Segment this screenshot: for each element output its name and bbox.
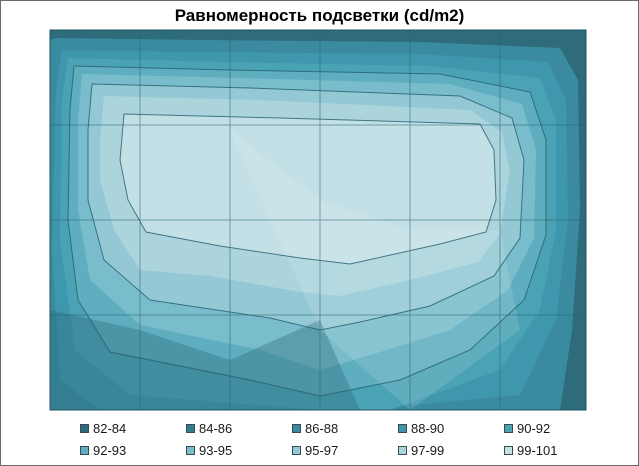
legend-label: 86-88 bbox=[305, 420, 339, 436]
legend-item: 82-84 bbox=[80, 419, 126, 437]
contour-lines bbox=[67, 65, 547, 397]
chart-title: Равномерность подсветки (cd/m2) bbox=[174, 6, 465, 25]
legend: 82-84 84-86 86-88 88-90 90-92 92-93 93-95 95-97… bbox=[80, 419, 620, 463]
legend-label: 92-93 bbox=[93, 442, 127, 458]
shade-facet-left bbox=[50, 310, 360, 410]
legend-item: 93-95 bbox=[186, 441, 232, 459]
legend-label: 82-84 bbox=[93, 420, 127, 436]
band-99-101 bbox=[120, 114, 496, 264]
legend-swatch bbox=[398, 445, 407, 455]
legend-label: 97-99 bbox=[411, 442, 445, 458]
legend-item: 84-86 bbox=[186, 419, 232, 437]
legend-swatch bbox=[504, 423, 513, 433]
legend-swatch bbox=[292, 445, 301, 455]
legend-label: 93-95 bbox=[199, 442, 233, 458]
legend-swatch bbox=[292, 423, 301, 433]
legend-swatch bbox=[80, 445, 89, 455]
legend-swatch bbox=[186, 423, 195, 433]
legend-label: 88-90 bbox=[411, 420, 445, 436]
shade-facet-right bbox=[230, 130, 520, 410]
legend-item: 99-101 bbox=[504, 441, 557, 459]
legend-swatch bbox=[80, 423, 89, 433]
legend-item: 86-88 bbox=[292, 419, 338, 437]
legend-label: 99-101 bbox=[517, 442, 558, 458]
legend-swatch bbox=[398, 423, 407, 433]
legend-item: 88-90 bbox=[398, 419, 444, 437]
legend-item: 97-99 bbox=[398, 441, 444, 459]
legend-item: 92-93 bbox=[80, 441, 126, 459]
legend-label: 90-92 bbox=[517, 420, 551, 436]
legend-label: 84-86 bbox=[199, 420, 233, 436]
legend-swatch bbox=[186, 445, 195, 455]
legend-item: 90-92 bbox=[504, 419, 550, 437]
legend-swatch bbox=[504, 445, 513, 455]
grid-lines bbox=[50, 30, 586, 410]
legend-label: 95-97 bbox=[305, 442, 339, 458]
legend-item: 95-97 bbox=[292, 441, 338, 459]
